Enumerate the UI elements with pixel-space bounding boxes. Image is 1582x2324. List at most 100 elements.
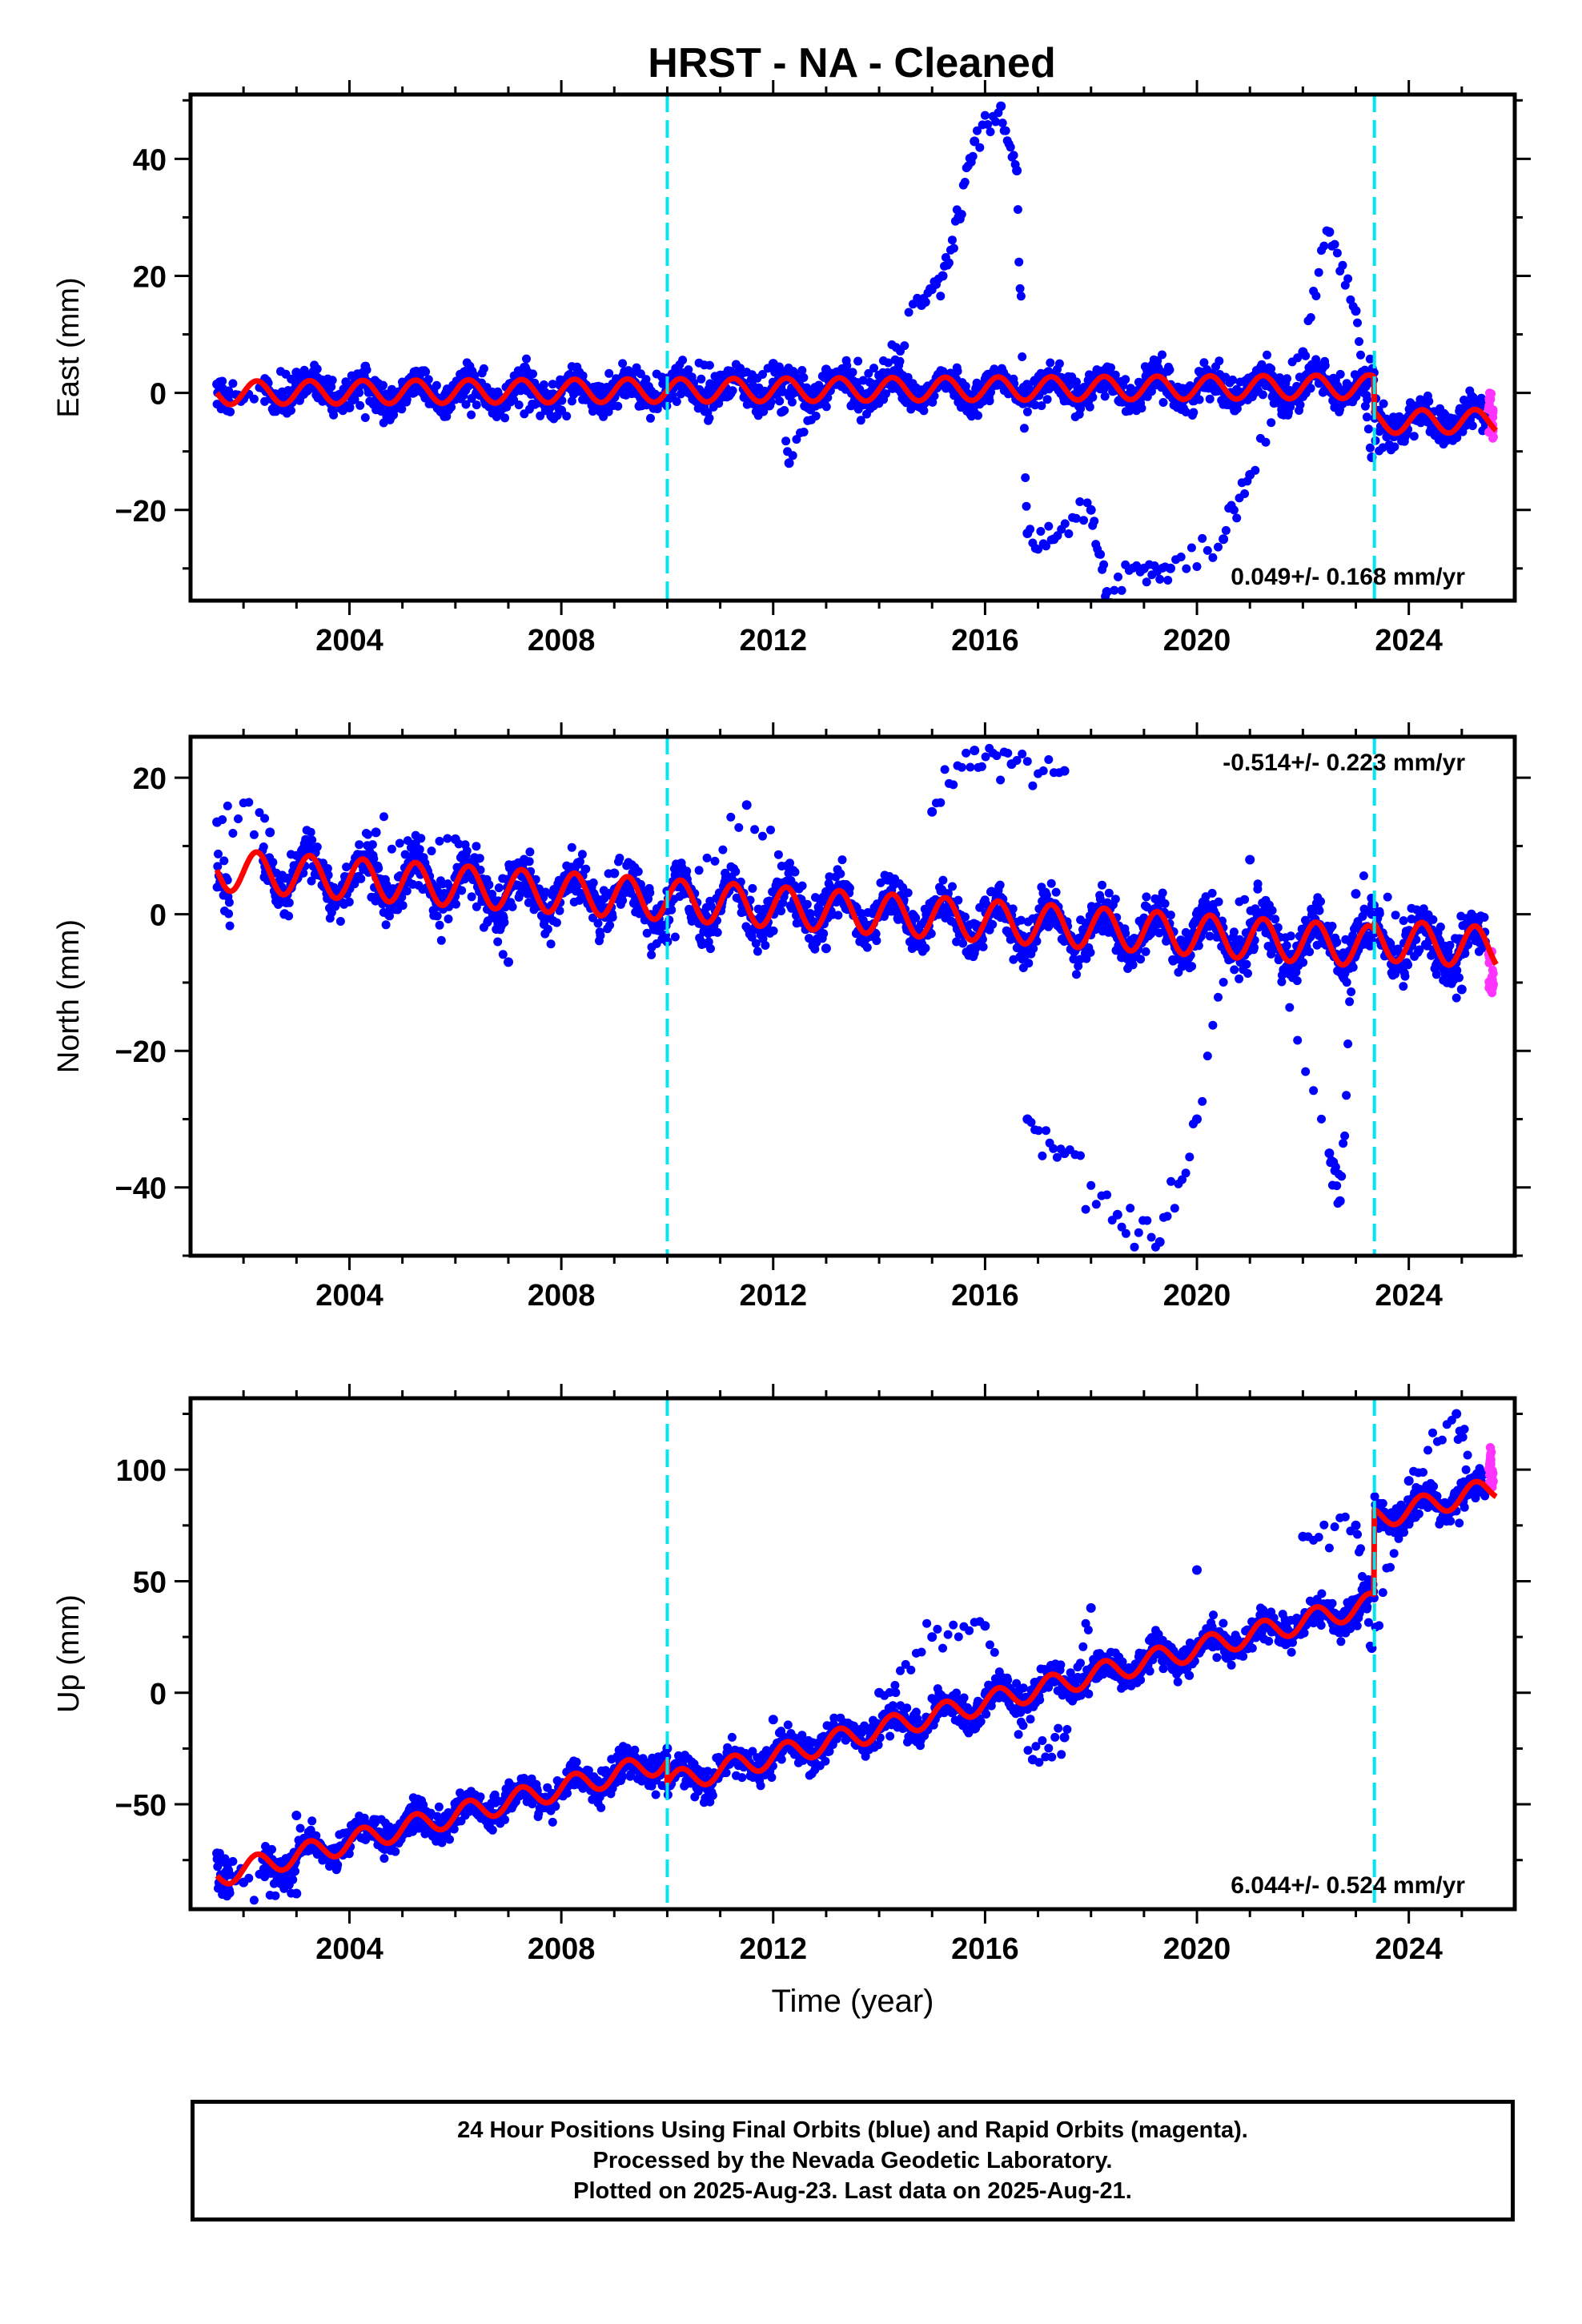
outlier-point bbox=[1365, 443, 1375, 452]
final-orbit-point bbox=[797, 366, 807, 375]
outlier-point bbox=[567, 396, 576, 406]
final-orbit-point bbox=[845, 883, 854, 893]
outlier-point bbox=[1435, 923, 1445, 931]
final-orbit-point bbox=[903, 888, 913, 898]
outlier-point bbox=[1099, 560, 1109, 569]
final-orbit-point bbox=[961, 381, 970, 391]
outlier-point bbox=[960, 178, 970, 187]
final-orbit-point bbox=[444, 915, 453, 923]
outlier-point bbox=[379, 812, 388, 822]
y-axis-label: East (mm) bbox=[52, 277, 86, 417]
outlier-point bbox=[1452, 993, 1461, 1003]
final-orbit-point bbox=[213, 862, 223, 871]
outlier-point bbox=[1176, 553, 1186, 561]
final-orbit-point bbox=[567, 842, 576, 852]
final-orbit-point bbox=[1046, 879, 1056, 888]
final-orbit-point bbox=[753, 947, 762, 956]
final-orbit-point bbox=[1390, 442, 1399, 452]
outlier-point bbox=[641, 375, 651, 384]
final-orbit-point bbox=[895, 356, 905, 366]
outlier-point bbox=[249, 830, 259, 839]
outlier-point bbox=[1003, 749, 1013, 758]
final-orbit-point bbox=[1399, 982, 1408, 991]
final-orbit-point bbox=[1286, 402, 1295, 412]
final-orbit-point bbox=[1166, 911, 1175, 920]
final-orbit-point bbox=[1403, 960, 1413, 970]
final-orbit-point bbox=[1024, 959, 1034, 968]
final-orbit-point bbox=[706, 944, 715, 954]
final-orbit-point bbox=[608, 912, 617, 922]
outlier-point bbox=[1301, 1067, 1311, 1076]
outlier-point bbox=[1407, 915, 1416, 924]
east-plot-frame bbox=[188, 92, 1517, 603]
final-orbit-point bbox=[457, 886, 467, 895]
final-orbit-point bbox=[1335, 369, 1345, 379]
final-orbit-point bbox=[1315, 906, 1324, 915]
outlier-point bbox=[1198, 1096, 1207, 1106]
final-orbit-point bbox=[1243, 969, 1252, 978]
final-orbit-point bbox=[522, 354, 531, 364]
y-tick-label: −40 bbox=[115, 1172, 167, 1206]
outlier-point bbox=[604, 368, 614, 378]
outlier-point bbox=[1018, 750, 1027, 758]
y-tick-label: −20 bbox=[115, 495, 167, 529]
outlier-point bbox=[1009, 151, 1018, 160]
final-orbit-point bbox=[588, 407, 597, 416]
outlier-point bbox=[1214, 542, 1223, 552]
final-orbit-point bbox=[546, 939, 556, 949]
outlier-point bbox=[1219, 978, 1228, 987]
final-orbit-point bbox=[596, 931, 605, 940]
outlier-point bbox=[780, 406, 789, 415]
final-orbit-point bbox=[436, 935, 446, 945]
outlier-point bbox=[938, 271, 948, 281]
outlier-point bbox=[1064, 529, 1074, 538]
outlier-point bbox=[1042, 1126, 1050, 1136]
outlier-point bbox=[1399, 916, 1408, 926]
outlier-point bbox=[741, 800, 752, 810]
final-orbit-point bbox=[284, 911, 294, 921]
final-orbit-point bbox=[605, 920, 615, 930]
outlier-point bbox=[1391, 911, 1400, 920]
outlier-point bbox=[1439, 975, 1448, 985]
y-tick-label: 20 bbox=[133, 762, 167, 796]
final-orbit-point bbox=[646, 413, 655, 423]
outlier-point bbox=[1060, 519, 1070, 529]
final-orbit-point bbox=[862, 943, 872, 952]
outlier-point bbox=[853, 356, 863, 366]
outlier-point bbox=[403, 836, 412, 846]
outlier-point bbox=[488, 912, 497, 921]
outlier-point bbox=[493, 937, 503, 947]
outlier-point bbox=[770, 368, 780, 377]
final-orbit-point bbox=[1348, 963, 1358, 972]
outlier-point bbox=[1162, 1212, 1172, 1221]
final-orbit-point bbox=[381, 920, 391, 930]
outlier-point bbox=[684, 370, 693, 380]
outlier-point bbox=[1006, 143, 1015, 152]
final-orbit-point bbox=[552, 918, 561, 927]
outlier-point bbox=[1353, 318, 1362, 328]
outlier-point bbox=[1013, 205, 1022, 215]
outlier-point bbox=[670, 932, 680, 942]
final-orbit-point bbox=[1320, 360, 1330, 370]
outlier-point bbox=[249, 394, 259, 404]
outlier-point bbox=[702, 853, 712, 862]
outlier-point bbox=[858, 376, 868, 385]
outlier-point bbox=[710, 856, 720, 866]
final-orbit-point bbox=[1158, 888, 1167, 898]
final-orbit-point bbox=[713, 927, 722, 937]
final-orbit-point bbox=[484, 880, 494, 890]
outlier-point bbox=[260, 814, 270, 823]
final-orbit-point bbox=[672, 397, 681, 406]
outlier-point bbox=[344, 402, 355, 412]
outlier-point bbox=[1214, 992, 1223, 1002]
outlier-point bbox=[461, 851, 471, 860]
outlier-point bbox=[962, 748, 971, 758]
final-orbit-point bbox=[1042, 395, 1052, 404]
outlier-point bbox=[1014, 257, 1024, 267]
outlier-point bbox=[1018, 352, 1027, 361]
outlier-point bbox=[435, 836, 444, 846]
outlier-point bbox=[758, 370, 767, 379]
outlier-point bbox=[1038, 1151, 1047, 1160]
outlier-point bbox=[631, 907, 640, 917]
outlier-point bbox=[1335, 1196, 1345, 1206]
